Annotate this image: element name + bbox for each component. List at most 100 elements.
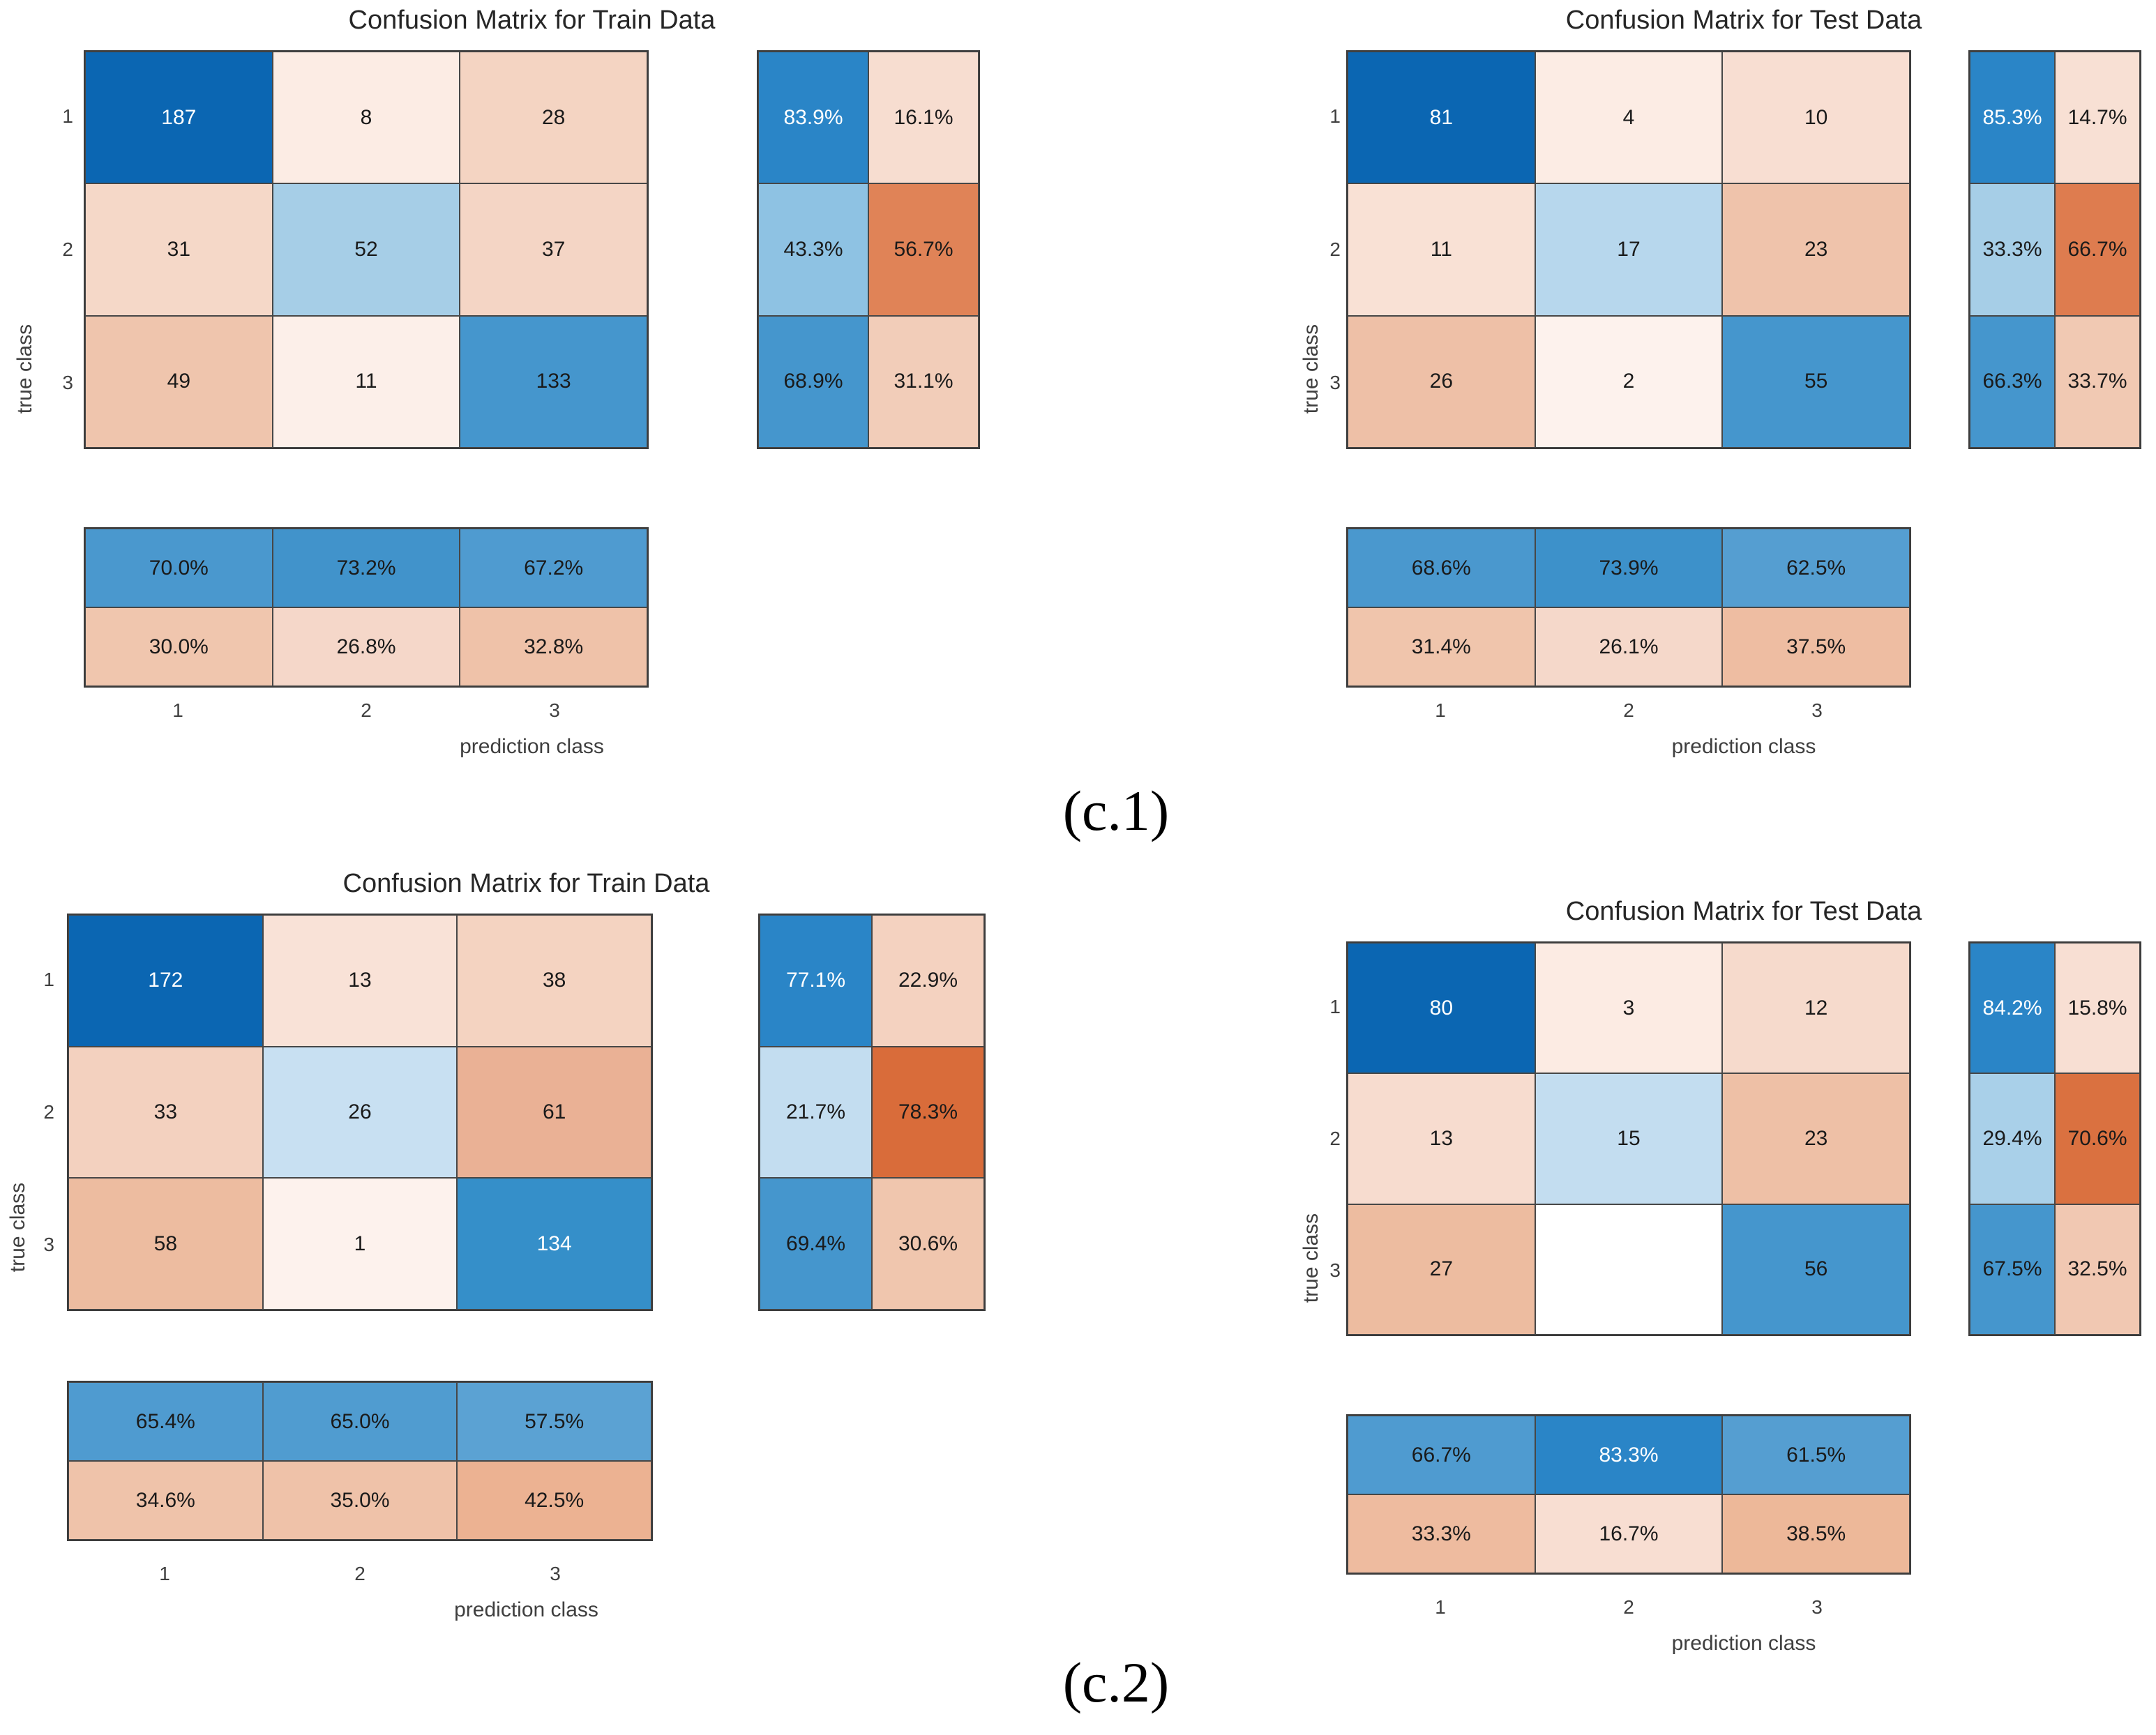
x-tick-label: 1 xyxy=(159,1563,170,1584)
col-summary-matrix: 65.4% 65.0% 57.5% 34.6% 35.0% 42.5% xyxy=(67,1381,653,1541)
main-matrix-cell: 4 xyxy=(1535,52,1723,184)
row-summary-matrix-cell: 68.9% xyxy=(758,315,868,448)
y-tick-label: 1 xyxy=(43,969,54,990)
col-summary-matrix-cell: 16.7% xyxy=(1535,1494,1723,1573)
subfigure-label-c2: (c.2) xyxy=(1062,1651,1170,1714)
main-matrix-cell: 133 xyxy=(460,315,647,448)
y-tick-label: 3 xyxy=(62,371,73,393)
x-tick-label: 2 xyxy=(1623,1596,1634,1618)
main-matrix-cell: 49 xyxy=(85,315,273,448)
chart-title: Confusion Matrix for Test Data xyxy=(1565,897,1922,926)
x-tick-label: 3 xyxy=(1811,699,1823,721)
x-axis-label: prediction class xyxy=(460,735,604,758)
row-summary-matrix-cell: 69.4% xyxy=(760,1178,872,1310)
main-matrix-cell: 172 xyxy=(68,915,263,1047)
main-matrix-cell: 52 xyxy=(272,183,460,316)
main-matrix-cell: 27 xyxy=(1348,1204,1535,1335)
main-matrix-cell: 38 xyxy=(457,915,651,1047)
col-summary-matrix-cell: 42.5% xyxy=(457,1461,651,1540)
main-matrix-cell: 81 xyxy=(1348,52,1535,184)
col-summary-matrix-cell: 38.5% xyxy=(1722,1494,1910,1573)
row-summary-matrix-cell: 85.3% xyxy=(1970,52,2055,184)
row-summary-matrix-cell: 67.5% xyxy=(1970,1204,2055,1335)
row-summary-matrix-cell: 30.6% xyxy=(872,1178,984,1310)
main-matrix-cell xyxy=(1535,1204,1723,1335)
main-matrix-cell: 13 xyxy=(1348,1073,1535,1204)
x-tick-label: 3 xyxy=(1811,1596,1823,1618)
col-summary-matrix-cell: 34.6% xyxy=(68,1461,263,1540)
main-matrix-cell: 12 xyxy=(1722,943,1910,1074)
col-summary-matrix-cell: 57.5% xyxy=(457,1382,651,1461)
col-summary-matrix-cell: 66.7% xyxy=(1348,1416,1535,1494)
y-tick-label: 2 xyxy=(1329,238,1341,260)
row-summary-matrix-cell: 33.7% xyxy=(2055,315,2140,448)
col-summary-matrix-cell: 26.1% xyxy=(1535,607,1723,686)
main-matrix-cell: 134 xyxy=(457,1178,651,1310)
col-summary-matrix-cell: 83.3% xyxy=(1535,1416,1723,1494)
col-summary-matrix: 66.7% 83.3% 61.5% 33.3% 16.7% 38.5% xyxy=(1346,1414,1911,1575)
main-matrix-cell: 10 xyxy=(1722,52,1910,184)
x-tick-label: 2 xyxy=(1623,699,1634,721)
y-tick-label: 2 xyxy=(43,1101,54,1123)
row-summary-matrix-cell: 15.8% xyxy=(2055,943,2140,1074)
main-matrix-cell: 58 xyxy=(68,1178,263,1310)
row-summary-matrix-cell: 83.9% xyxy=(758,52,868,184)
col-summary-matrix-cell: 73.2% xyxy=(272,529,460,607)
row-summary-matrix: 83.9% 16.1% 43.3% 56.7% 68.9% 31.1% xyxy=(757,50,980,449)
col-summary-matrix-cell: 26.8% xyxy=(272,607,460,686)
main-matrix-cell: 26 xyxy=(262,1046,458,1179)
col-summary-matrix-cell: 30.0% xyxy=(85,607,273,686)
y-axis-label: true class xyxy=(13,324,36,414)
main-matrix-cell: 1 xyxy=(262,1178,458,1310)
x-tick-label: 1 xyxy=(1435,1596,1446,1618)
row-summary-matrix-cell: 77.1% xyxy=(760,915,872,1047)
col-summary-matrix: 68.6% 73.9% 62.5% 31.4% 26.1% 37.5% xyxy=(1346,527,1911,688)
y-tick-label: 1 xyxy=(1329,105,1341,128)
col-summary-matrix-cell: 62.5% xyxy=(1722,529,1910,607)
main-matrix-cell: 28 xyxy=(460,52,647,184)
x-tick-label: 2 xyxy=(361,699,372,721)
subfigure-label-c1: (c.1) xyxy=(1062,779,1170,842)
x-tick-label: 1 xyxy=(1435,699,1446,721)
row-summary-matrix-cell: 14.7% xyxy=(2055,52,2140,184)
col-summary-matrix-cell: 61.5% xyxy=(1722,1416,1910,1494)
main-matrix-cell: 11 xyxy=(272,315,460,448)
main-matrix-cell: 11 xyxy=(1348,183,1535,316)
row-summary-matrix-cell: 33.3% xyxy=(1970,183,2055,316)
main-matrix-cell: 13 xyxy=(262,915,458,1047)
main-matrix-cell: 33 xyxy=(68,1046,263,1179)
row-summary-matrix-cell: 29.4% xyxy=(1970,1073,2055,1204)
y-tick-label: 3 xyxy=(43,1234,54,1255)
chart-title: Confusion Matrix for Train Data xyxy=(342,869,710,898)
main-matrix-cell: 187 xyxy=(85,52,273,184)
col-summary-matrix-cell: 65.4% xyxy=(68,1382,263,1461)
row-summary-matrix-cell: 43.3% xyxy=(758,183,868,316)
col-summary-matrix-cell: 67.2% xyxy=(460,529,647,607)
row-summary-matrix-cell: 21.7% xyxy=(760,1046,872,1179)
col-summary-matrix: 70.0% 73.2% 67.2% 30.0% 26.8% 32.8% xyxy=(84,527,649,688)
row-summary-matrix-cell: 22.9% xyxy=(872,915,984,1047)
col-summary-matrix-cell: 33.3% xyxy=(1348,1494,1535,1573)
x-axis-label: prediction class xyxy=(1671,1632,1816,1655)
x-tick-label: 3 xyxy=(550,1563,561,1584)
col-summary-matrix-cell: 32.8% xyxy=(460,607,647,686)
y-axis-label: true class xyxy=(1299,324,1322,414)
chart-title: Confusion Matrix for Test Data xyxy=(1565,6,1922,35)
col-summary-matrix-cell: 70.0% xyxy=(85,529,273,607)
main-matrix-cell: 3 xyxy=(1535,943,1723,1074)
col-summary-matrix-cell: 65.0% xyxy=(262,1382,458,1461)
row-summary-matrix: 84.2% 15.8% 29.4% 70.6% 67.5% 32.5% xyxy=(1968,941,2141,1336)
main-matrix-cell: 15 xyxy=(1535,1073,1723,1204)
y-tick-label: 1 xyxy=(1329,996,1341,1018)
main-matrix-cell: 2 xyxy=(1535,315,1723,448)
row-summary-matrix-cell: 31.1% xyxy=(868,315,979,448)
row-summary-matrix: 77.1% 22.9% 21.7% 78.3% 69.4% 30.6% xyxy=(758,914,986,1311)
row-summary-matrix-cell: 56.7% xyxy=(868,183,979,316)
col-summary-matrix-cell: 35.0% xyxy=(262,1461,458,1540)
main-matrix-cell: 17 xyxy=(1535,183,1723,316)
row-summary-matrix-cell: 66.7% xyxy=(2055,183,2140,316)
y-tick-label: 2 xyxy=(62,238,73,260)
y-tick-label: 3 xyxy=(1329,371,1341,393)
row-summary-matrix-cell: 66.3% xyxy=(1970,315,2055,448)
